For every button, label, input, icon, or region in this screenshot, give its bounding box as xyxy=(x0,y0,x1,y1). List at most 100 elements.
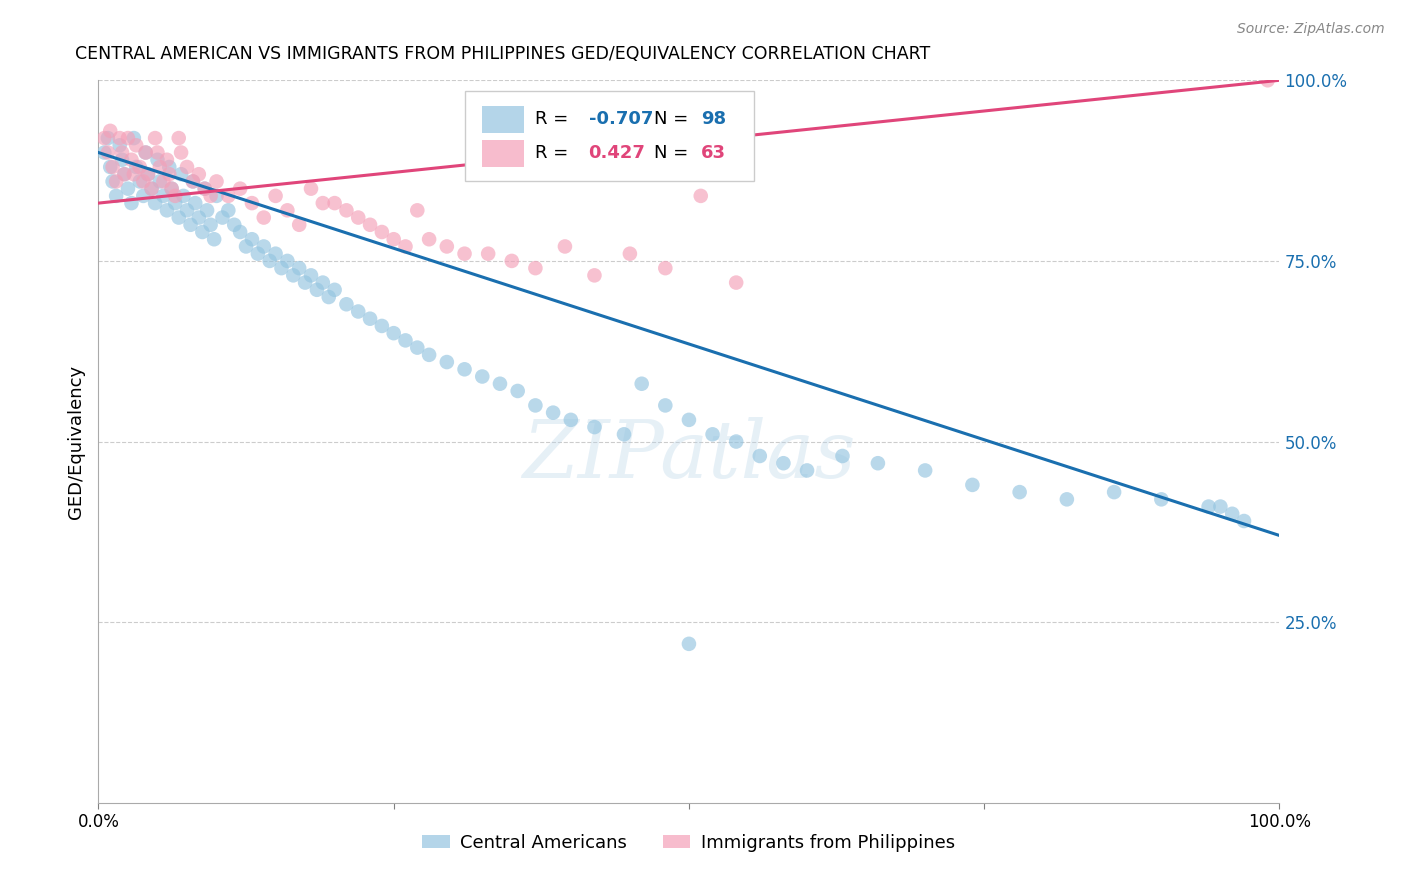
Point xyxy=(866,456,889,470)
Point xyxy=(181,174,204,188)
Point xyxy=(176,203,198,218)
Text: N =: N = xyxy=(654,145,693,162)
Legend: Central Americans, Immigrants from Philippines: Central Americans, Immigrants from Phili… xyxy=(415,826,963,859)
Point xyxy=(678,413,700,427)
Point xyxy=(477,246,499,260)
Point xyxy=(1257,73,1279,87)
Point xyxy=(831,449,853,463)
Point xyxy=(347,211,370,225)
Text: -0.707: -0.707 xyxy=(589,111,652,128)
Point xyxy=(167,211,190,225)
Point xyxy=(725,276,748,290)
Point xyxy=(229,225,252,239)
Point xyxy=(240,232,263,246)
Point xyxy=(524,261,547,276)
Point xyxy=(224,218,246,232)
Point xyxy=(299,268,322,283)
Y-axis label: GED/Equivalency: GED/Equivalency xyxy=(66,365,84,518)
Point xyxy=(160,182,183,196)
Point xyxy=(1198,500,1220,514)
FancyBboxPatch shape xyxy=(482,105,523,133)
Point xyxy=(141,182,163,196)
Point xyxy=(165,189,187,203)
Point xyxy=(108,138,131,153)
Point xyxy=(205,174,228,188)
Point xyxy=(93,131,115,145)
Point xyxy=(619,246,641,260)
Point xyxy=(101,160,124,174)
Point xyxy=(347,304,370,318)
Point xyxy=(156,153,179,167)
Point xyxy=(205,189,228,203)
Point xyxy=(506,384,529,398)
Point xyxy=(583,268,606,283)
Point xyxy=(276,253,298,268)
Point xyxy=(1233,514,1256,528)
Point xyxy=(165,196,187,211)
Point xyxy=(111,145,134,160)
Point xyxy=(194,182,217,196)
Point xyxy=(253,211,276,225)
Point xyxy=(436,355,458,369)
Point xyxy=(93,145,115,160)
Point xyxy=(136,167,159,181)
Point xyxy=(394,334,416,348)
Point xyxy=(176,160,198,174)
Point xyxy=(312,276,335,290)
Point xyxy=(132,174,155,188)
Point xyxy=(122,131,145,145)
Point xyxy=(167,131,190,145)
Point xyxy=(335,297,357,311)
Point xyxy=(678,637,700,651)
Point xyxy=(211,211,233,225)
Point xyxy=(112,167,135,181)
Point xyxy=(772,456,794,470)
Point xyxy=(436,239,458,253)
Point xyxy=(121,196,143,211)
Text: 63: 63 xyxy=(700,145,725,162)
Point xyxy=(294,276,316,290)
Point xyxy=(471,369,494,384)
Point xyxy=(146,153,169,167)
Point xyxy=(143,131,166,145)
Point xyxy=(489,376,512,391)
Point xyxy=(359,311,381,326)
Point xyxy=(283,268,305,283)
Point xyxy=(318,290,340,304)
Point xyxy=(181,174,204,188)
Point xyxy=(172,189,194,203)
Point xyxy=(359,218,381,232)
Point xyxy=(453,246,475,260)
Point xyxy=(195,203,218,218)
Point xyxy=(105,174,128,188)
FancyBboxPatch shape xyxy=(482,139,523,167)
Point xyxy=(146,145,169,160)
Point xyxy=(108,131,131,145)
Text: 98: 98 xyxy=(700,111,725,128)
Point xyxy=(143,196,166,211)
Point xyxy=(152,189,174,203)
Point xyxy=(554,239,576,253)
Point xyxy=(312,196,335,211)
Point xyxy=(135,145,157,160)
Point xyxy=(229,182,252,196)
Point xyxy=(111,153,134,167)
Point xyxy=(613,427,636,442)
Point xyxy=(180,218,202,232)
Point xyxy=(524,398,547,412)
Point xyxy=(112,167,135,181)
Point xyxy=(149,160,172,174)
Point xyxy=(235,239,257,253)
Point xyxy=(1220,507,1243,521)
Text: Source: ZipAtlas.com: Source: ZipAtlas.com xyxy=(1237,22,1385,37)
Point xyxy=(135,145,157,160)
Point xyxy=(371,225,394,239)
Point xyxy=(418,232,440,246)
Point xyxy=(101,174,124,188)
Point xyxy=(97,131,120,145)
FancyBboxPatch shape xyxy=(464,91,754,181)
Point xyxy=(323,283,346,297)
Point xyxy=(253,239,276,253)
Text: CENTRAL AMERICAN VS IMMIGRANTS FROM PHILIPPINES GED/EQUIVALENCY CORRELATION CHAR: CENTRAL AMERICAN VS IMMIGRANTS FROM PHIL… xyxy=(75,45,929,63)
Point xyxy=(288,261,311,276)
